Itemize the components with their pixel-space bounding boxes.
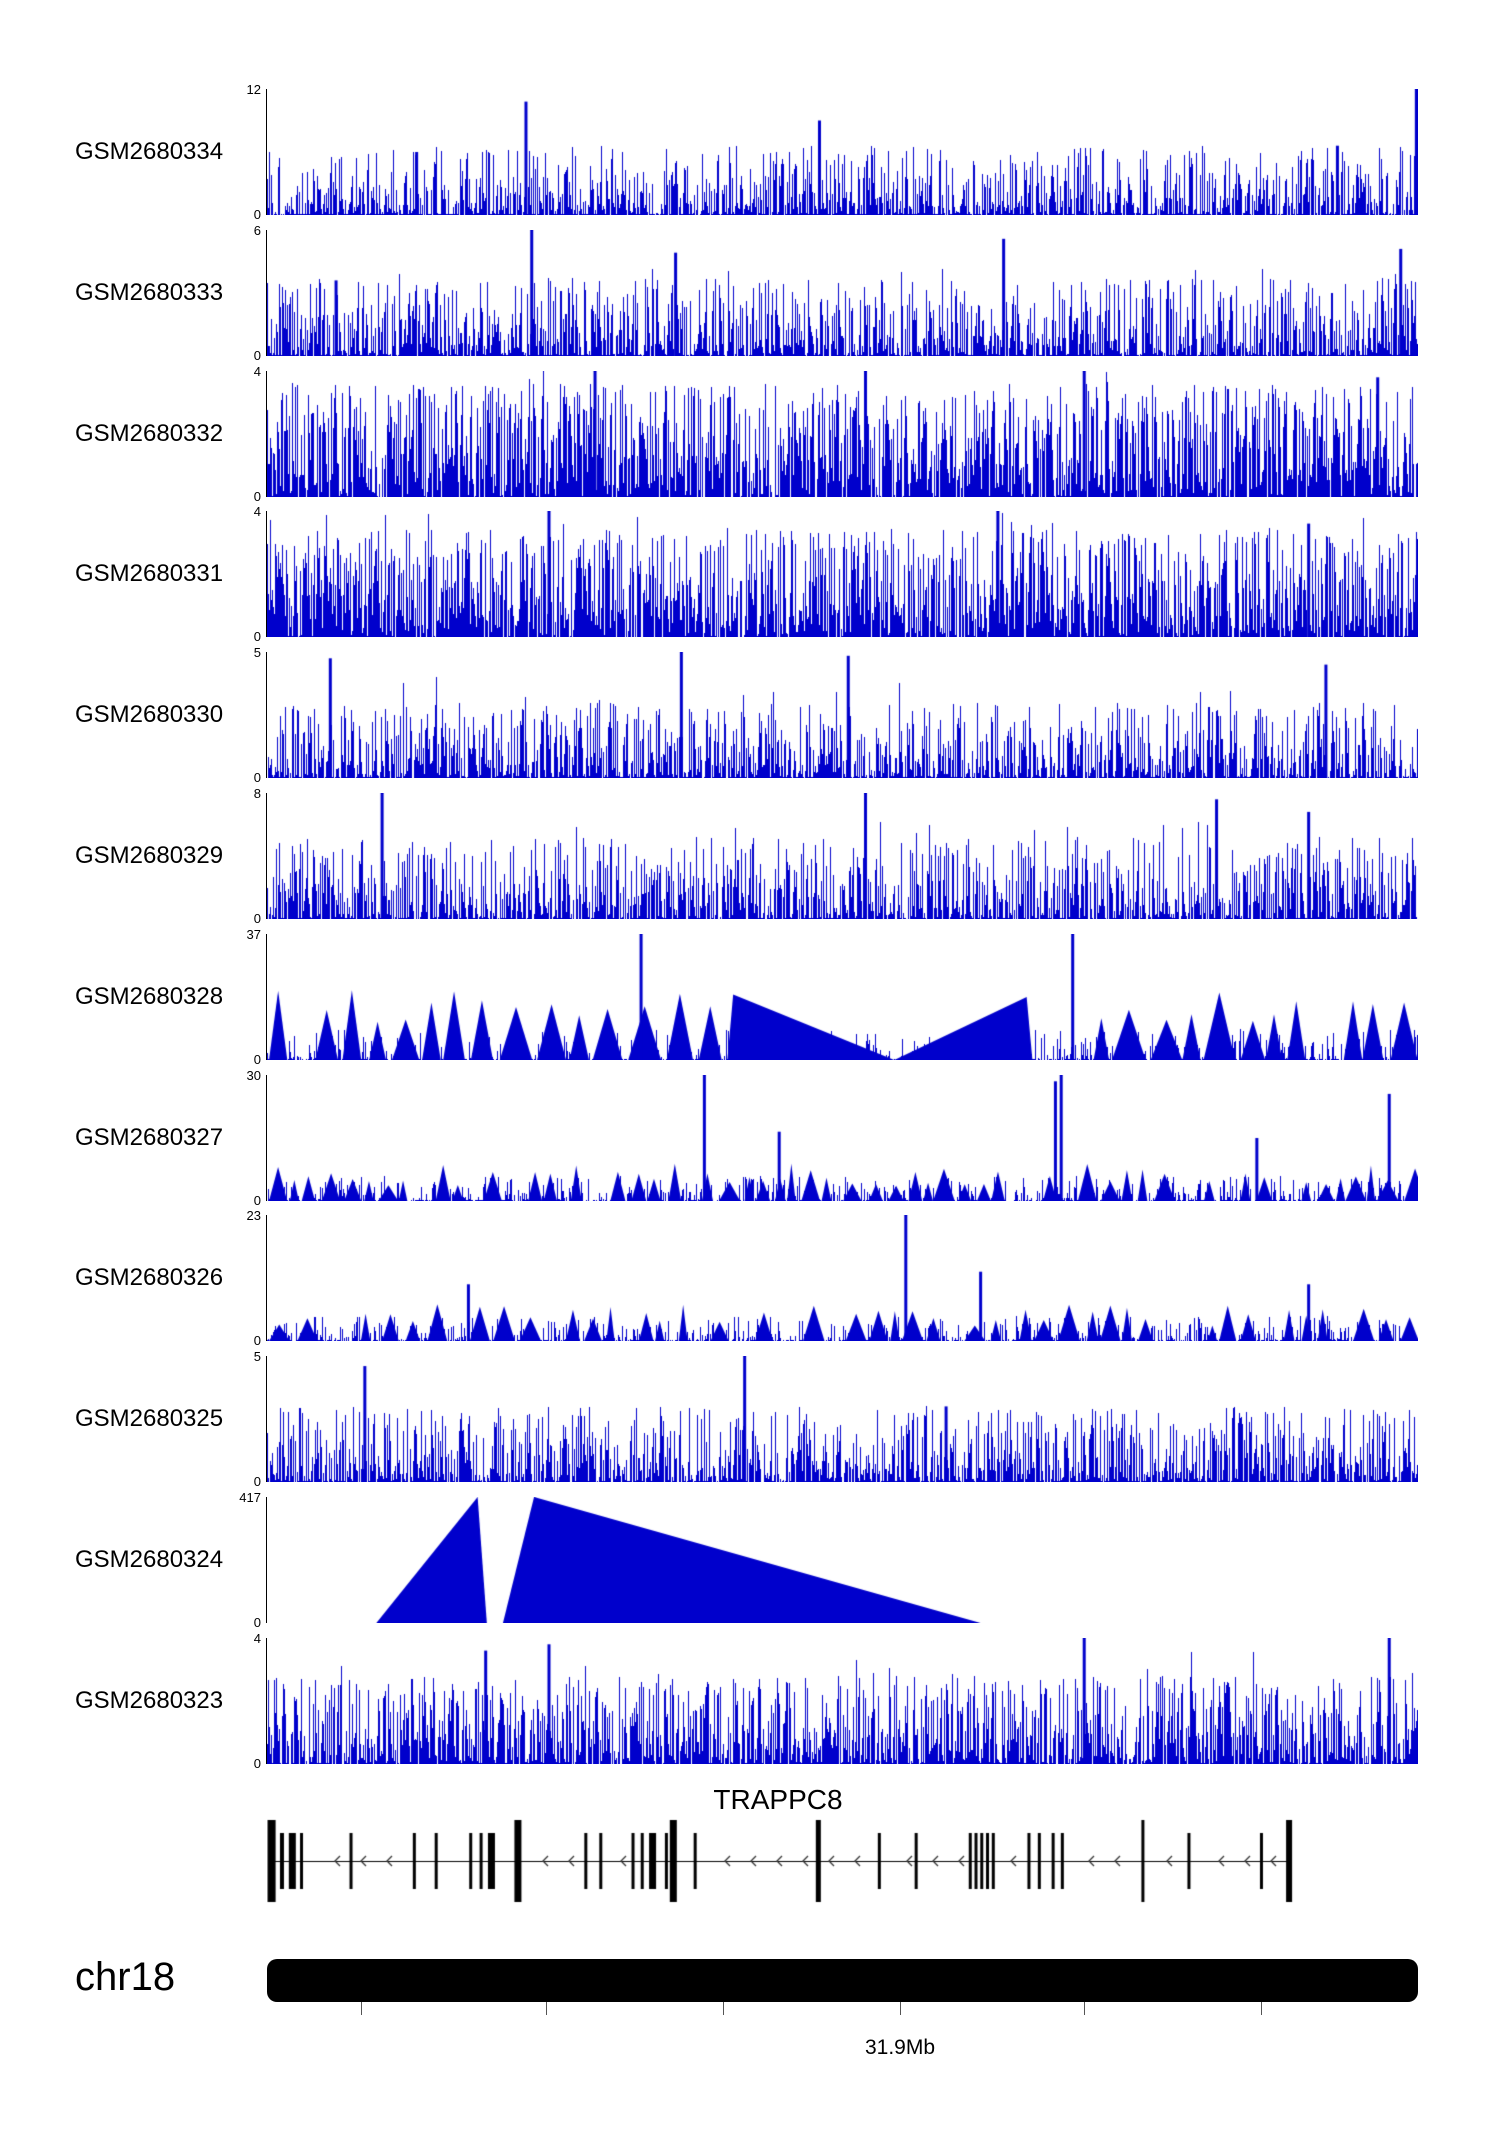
ruler-tick [361,2002,363,2015]
y-axis-max-label: 4 [253,1631,261,1646]
y-axis-zero-label: 0 [253,629,261,644]
y-axis-line [266,1075,267,1201]
y-axis-max-label: 4 [253,504,261,519]
ruler-tick [1084,2002,1086,2015]
y-axis-max-label: 37 [246,927,261,942]
track-label: GSM2680326 [75,1264,224,1291]
chromosome-label: chr18 [75,1955,176,1999]
track-label: GSM2680323 [75,1687,224,1714]
y-axis-zero-label: 0 [253,770,261,785]
y-axis-zero-label: 0 [253,1052,261,1067]
y-axis-max-label: 417 [239,1490,261,1505]
y-axis-line [266,1215,267,1341]
track-label: GSM2680332 [75,420,224,447]
y-axis-zero-label: 0 [253,1193,261,1208]
y-axis-line [266,652,267,778]
track-row-GSM2680329: GSM2680329 8 0 [0,787,1500,925]
track-row-GSM2680331: GSM2680331 4 0 [0,505,1500,643]
chromosome-ideogram [267,1959,1418,2002]
ruler-tick [1261,2002,1263,2015]
coverage-canvas [267,1497,1418,1623]
y-axis-line [266,230,267,356]
coverage-canvas [267,793,1418,919]
coverage-canvas [267,511,1418,637]
track-row-GSM2680330: GSM2680330 5 0 [0,646,1500,784]
coverage-canvas [267,230,1418,356]
y-axis-max-label: 6 [253,223,261,238]
y-axis-max-label: 5 [253,1349,261,1364]
track-row-GSM2680332: GSM2680332 4 0 [0,365,1500,503]
track-label: GSM2680327 [75,1124,224,1151]
coverage-canvas [267,89,1418,215]
coverage-canvas [267,1356,1418,1482]
y-axis-zero-label: 0 [253,1474,261,1489]
y-axis-max-label: 4 [253,364,261,379]
track-row-GSM2680324: GSM2680324 417 0 [0,1491,1500,1629]
y-axis-max-label: 30 [246,1068,261,1083]
y-axis-max-label: 12 [246,82,261,97]
ruler-tick [900,2002,902,2015]
track-label: GSM2680334 [75,138,224,165]
y-axis-zero-label: 0 [253,207,261,222]
y-axis-zero-label: 0 [253,348,261,363]
gene-title: TRAPPC8 [713,1784,843,1815]
y-axis-line [266,1356,267,1482]
track-label: GSM2680324 [75,1546,224,1573]
y-axis-max-label: 5 [253,645,261,660]
y-axis-zero-label: 0 [253,489,261,504]
track-label: GSM2680331 [75,560,224,587]
y-axis-zero-label: 0 [253,1756,261,1771]
y-axis-line [266,89,267,215]
track-label: GSM2680325 [75,1405,224,1432]
y-axis-line [266,793,267,919]
track-row-GSM2680333: GSM2680333 6 0 [0,224,1500,362]
y-axis-zero-label: 0 [253,1615,261,1630]
ruler-tick [722,2002,724,2015]
y-axis-zero-label: 0 [253,1333,261,1348]
track-row-GSM2680325: GSM2680325 5 0 [0,1350,1500,1488]
track-row-GSM2680334: GSM2680334 12 0 [0,83,1500,221]
coverage-canvas [267,934,1418,1060]
coverage-canvas [267,1638,1418,1764]
track-row-GSM2680328: GSM2680328 37 0 [0,928,1500,1066]
y-axis-max-label: 8 [253,786,261,801]
y-axis-zero-label: 0 [253,911,261,926]
track-row-GSM2680327: GSM2680327 30 0 [0,1069,1500,1207]
y-axis-line [266,1638,267,1764]
track-label: GSM2680330 [75,701,224,728]
y-axis-line [266,1497,267,1623]
position-label: 31.9Mb [864,2036,936,2059]
y-axis-max-label: 23 [246,1208,261,1223]
track-label: GSM2680329 [75,842,224,869]
track-label: GSM2680333 [75,279,224,306]
track-label: GSM2680328 [75,983,224,1010]
coverage-canvas [267,371,1418,497]
coverage-canvas [267,1075,1418,1201]
gene-model-canvas [267,1815,1418,1910]
track-row-GSM2680323: GSM2680323 4 0 [0,1632,1500,1770]
coverage-canvas [267,1215,1418,1341]
coverage-canvas [267,652,1418,778]
y-axis-line [266,511,267,637]
ruler-tick [545,2002,547,2015]
y-axis-line [266,934,267,1060]
y-axis-line [266,371,267,497]
track-row-GSM2680326: GSM2680326 23 0 [0,1209,1500,1347]
